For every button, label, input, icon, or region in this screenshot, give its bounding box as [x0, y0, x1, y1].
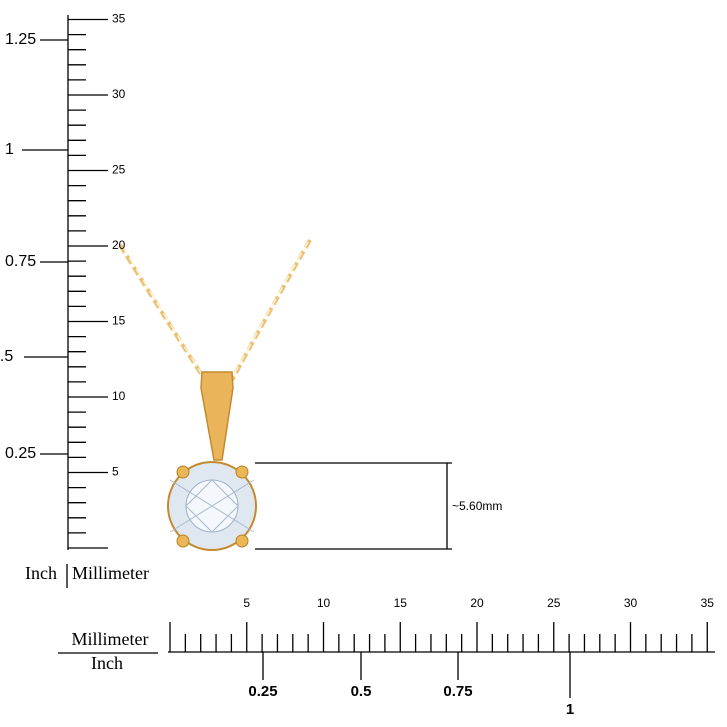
- mm-label: 15: [112, 314, 126, 328]
- caption: Inch: [91, 653, 123, 673]
- inch-label: 0.5: [351, 683, 372, 700]
- mm-label: 20: [470, 596, 484, 610]
- inch-label: 1: [5, 141, 14, 158]
- mm-label: 25: [112, 163, 126, 177]
- mm-label: 30: [112, 87, 126, 101]
- inch-label: 0.25: [248, 683, 277, 700]
- mm-label: 15: [394, 596, 408, 610]
- mm-label: 20: [112, 238, 126, 252]
- pendant: [118, 239, 312, 551]
- mm-label: 10: [112, 389, 126, 403]
- caption: Millimeter: [72, 629, 149, 649]
- inch-label: 0.25: [5, 445, 36, 462]
- inch-label: 0.75: [5, 253, 36, 270]
- mm-label: 30: [624, 596, 638, 610]
- mm-label: 5: [243, 596, 250, 610]
- mm-label: 35: [112, 12, 126, 26]
- mm-label: 25: [547, 596, 561, 610]
- inch-label: 1.25: [5, 31, 36, 48]
- mm-label: 10: [317, 596, 331, 610]
- caption: Millimeter: [72, 563, 149, 583]
- mm-label: 5: [112, 465, 119, 479]
- mm-label: 35: [701, 596, 715, 610]
- caption: Inch: [25, 563, 57, 583]
- dimension-label: ~5.60mm: [452, 499, 502, 513]
- inch-label: 0.75: [443, 683, 472, 700]
- inch-label: 1: [566, 701, 574, 718]
- inch-label: 0.5: [0, 348, 13, 365]
